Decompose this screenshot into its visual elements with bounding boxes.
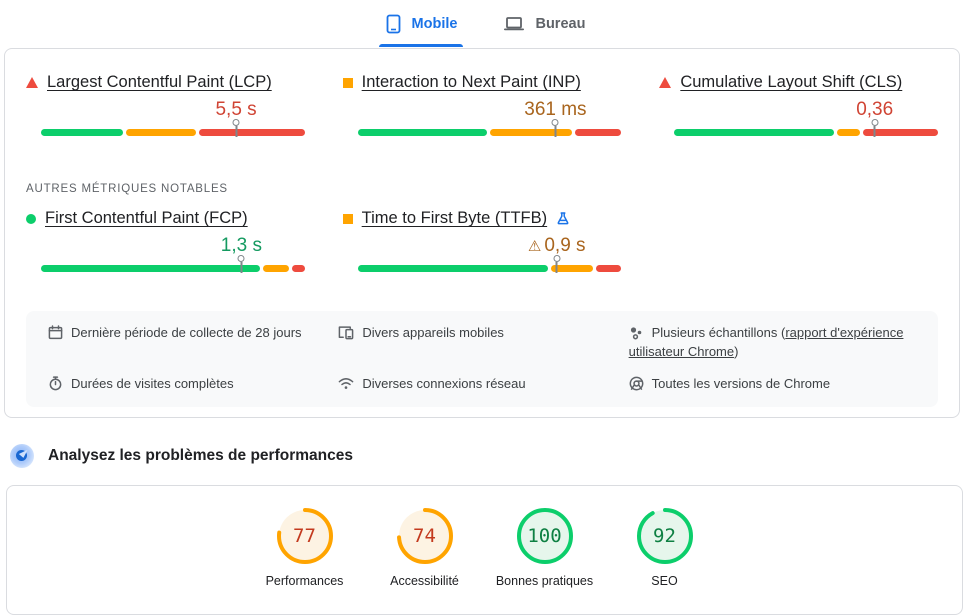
smartphone-icon [386,14,400,34]
good-segment [357,265,549,272]
metric-ttfb-distribution: ⚠ 0,9 s [357,235,622,275]
poor-segment [574,129,622,136]
metric-cls-distribution: 0,36 [674,99,938,139]
score-label: Bonnes pratiques [495,573,594,588]
score-accessibility[interactable]: 74 Accessibilité [365,507,485,588]
good-segment [674,129,835,136]
good-segment [41,129,124,136]
metric-inp-value: 361 ms [524,99,587,120]
info-samples: Plusieurs échantillons (rapport d'expéri… [628,325,904,359]
metric-inp-distribution: 361 ms [357,99,622,139]
samples-icon [630,327,641,340]
warning-icon: ⚠ [527,237,542,255]
distribution-bar [357,265,622,272]
info-connections: Diverses connexions réseau [338,375,614,394]
other-metrics-label: AUTRES MÉTRIQUES NOTABLES [26,183,228,195]
laptop-icon [504,17,525,31]
metric-fcp: First Contentful Paint (FCP) 1,3 s [26,209,305,275]
crux-report-link[interactable]: rapport d'expérience utilisateur Chrome [628,325,904,359]
score-gauge: 77 [276,507,334,565]
experimental-flask-icon[interactable] [556,211,570,226]
core-web-vitals-row: Largest Contentful Paint (LCP) 5,5 s Int… [26,73,938,139]
tab-desktop[interactable]: Bureau [497,0,591,48]
p75-marker [232,119,240,137]
score-performance[interactable]: 77 Performances [245,507,365,588]
tab-mobile[interactable]: Mobile [378,0,464,48]
p75-marker [551,119,559,137]
diagnose-section-header: Analysez les problèmes de performances [10,443,970,468]
distribution-bar [41,129,305,136]
info-devices: Divers appareils mobiles [338,324,614,343]
category-scores: 77 Performances 74 Accessibilité 100 [7,507,962,588]
status-average-icon [342,213,353,224]
metric-cls: Cumulative Layout Shift (CLS) 0,36 [659,73,938,139]
metric-lcp: Largest Contentful Paint (LCP) 5,5 s [26,73,305,139]
score-best-practices[interactable]: 100 Bonnes pratiques [485,507,605,588]
metric-cls-value: 0,36 [856,99,894,120]
score-gauge: 92 [636,507,694,565]
metric-inp-link[interactable]: Interaction to Next Paint (INP) [361,73,581,91]
p75-marker [553,255,561,273]
metric-fcp-distribution: 1,3 s [41,235,305,275]
metric-ttfb: Time to First Byte (TTFB) ⚠ 0,9 s [342,209,622,275]
device-tabs: Mobile Bureau [0,0,970,48]
metric-lcp-distribution: 5,5 s [41,99,305,139]
metric-ttfb-link[interactable]: Time to First Byte (TTFB) [361,209,548,227]
poor-segment [199,129,305,136]
score-value: 92 [653,524,676,547]
needs-improvement-segment [489,129,572,136]
score-value: 100 [527,524,562,547]
score-label: SEO [651,573,678,588]
status-poor-icon [659,77,672,88]
status-average-icon [342,77,353,88]
p75-marker [237,255,245,273]
active-tab-underline [378,44,464,47]
needs-improvement-segment [263,265,289,272]
info-collection-period: Dernière période de collecte de 28 jours [48,324,324,343]
poor-segment [863,129,938,136]
wifi-icon [338,377,354,389]
metric-ttfb-value: ⚠ 0,9 s [527,235,586,256]
chrome-icon [629,376,644,391]
good-segment [41,265,261,272]
field-data-card: Largest Contentful Paint (LCP) 5,5 s Int… [4,48,960,418]
diagnose-section-title: Analysez les problèmes de performances [48,446,353,464]
lighthouse-icon [10,443,34,468]
p75-marker [871,119,879,137]
distribution-bar [357,129,622,136]
tab-desktop-label: Bureau [535,16,586,32]
metric-cls-link[interactable]: Cumulative Layout Shift (CLS) [680,73,903,91]
score-gauge: 100 [516,507,574,565]
metric-inp: Interaction to Next Paint (INP) 361 ms [342,73,622,139]
lab-scores-card: 77 Performances 74 Accessibilité 100 [6,484,963,615]
good-segment [357,129,487,136]
status-good-icon [26,213,36,224]
distribution-bar [674,129,938,136]
score-value: 74 [413,524,436,547]
metric-lcp-value: 5,5 s [215,99,257,120]
metric-fcp-link[interactable]: First Contentful Paint (FCP) [45,209,248,227]
poor-segment [291,265,305,272]
score-label: Performances [265,573,344,588]
info-visit-durations: Durées de visites complètes [48,375,324,394]
metric-fcp-value: 1,3 s [220,235,262,256]
other-metrics-row: First Contentful Paint (FCP) 1,3 s Time … [26,209,938,275]
info-chrome-versions: Toutes les versions de Chrome [629,375,916,394]
score-label: Accessibilité [390,573,459,588]
tab-mobile-label: Mobile [411,16,458,32]
stopwatch-icon [49,376,62,391]
distribution-bar [41,265,305,272]
score-seo[interactable]: 92 SEO [605,507,725,588]
score-gauge: 74 [396,507,454,565]
status-poor-icon [26,77,38,88]
metric-lcp-link[interactable]: Largest Contentful Paint (LCP) [47,73,272,91]
devices-icon [338,326,354,340]
needs-improvement-segment [126,129,197,136]
needs-improvement-segment [837,129,861,136]
score-value: 77 [293,524,316,547]
data-collection-info-bar: Dernière période de collecte de 28 jours… [26,311,938,407]
calendar-icon [48,325,63,340]
needs-improvement-segment [551,265,593,272]
poor-segment [595,265,622,272]
